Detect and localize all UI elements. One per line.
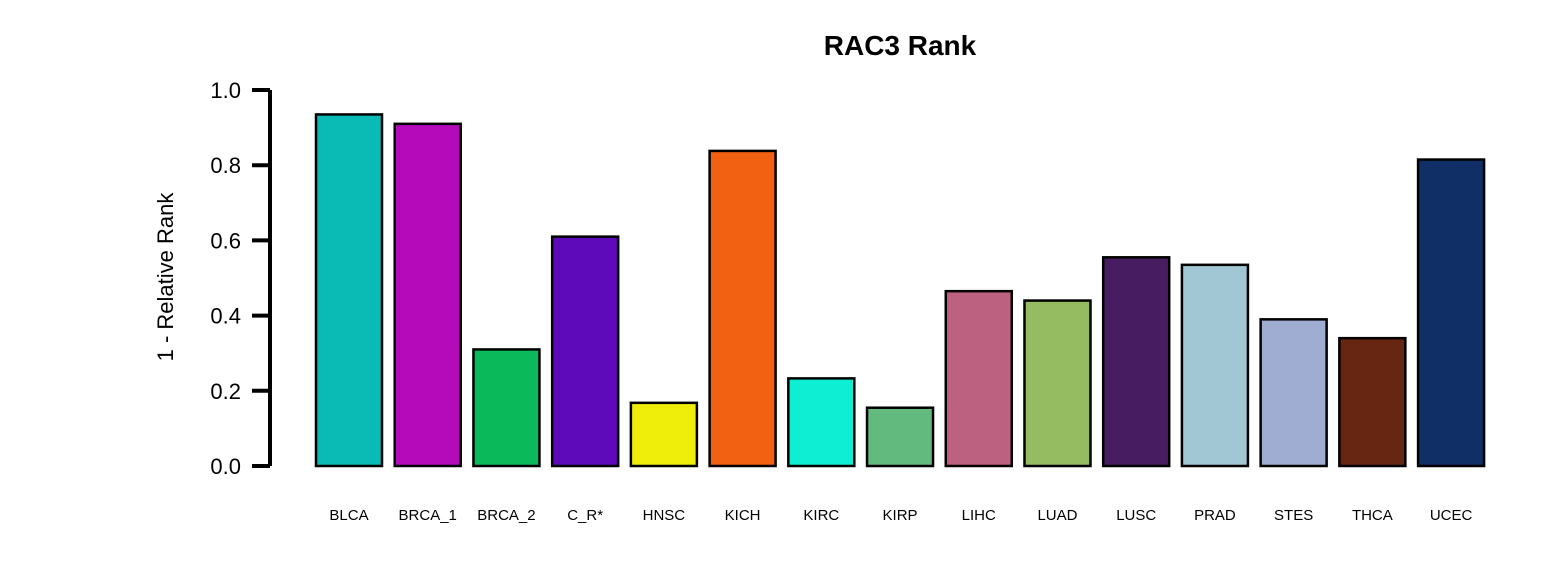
x-tick-label: STES [1274,507,1313,524]
y-tick-label: 1.0 [210,78,241,103]
y-tick-label: 0.0 [210,454,241,479]
bar-kirp [865,406,935,468]
x-tick-label: KICH [725,507,761,524]
chart-title: RAC3 Rank [824,30,977,61]
bar-kich [708,149,777,468]
y-tick-label: 0.6 [210,228,241,253]
x-tick-label: THCA [1352,507,1393,524]
x-tick-label: KIRP [883,507,918,524]
x-tick-label: HNSC [643,507,686,524]
x-tick-label: UCEC [1430,507,1473,524]
bar-brca-2 [472,348,541,468]
x-tick-label: BRCA_2 [477,507,535,524]
y-axis: 0.0 0.2 0.4 0.6 0.8 1.0 [210,78,272,479]
bar-c-r [550,235,620,468]
bar-brca-1 [393,122,462,468]
bar-ucec [1416,158,1486,468]
x-tick-label: PRAD [1194,507,1236,524]
bar-lihc [944,289,1014,468]
bar-prad [1180,263,1250,468]
x-tick-label: BLCA [329,507,368,524]
x-tick-labels: BLCA BRCA_1 BRCA_2 C_R* HNSC KICH KIRC KIRP LIHC… [329,507,1472,524]
x-tick-label: BRCA_1 [399,507,457,524]
bar-blca [314,113,384,468]
x-tick-label: LIHC [962,507,996,524]
x-tick-label: KIRC [803,507,839,524]
bar-hnsc [629,401,699,468]
x-tick-label: LUAD [1037,507,1077,524]
bar-thca [1338,336,1407,468]
bar-lusc [1101,256,1171,468]
bar-kirc [787,377,856,468]
y-tick-label: 0.8 [210,153,241,178]
y-axis-label: 1 - Relative Rank [153,192,178,362]
y-tick-label: 0.2 [210,379,241,404]
bar-luad [1023,299,1092,468]
bar-stes [1259,318,1328,468]
x-tick-label: LUSC [1116,507,1156,524]
x-tick-label: C_R* [567,507,603,524]
bars-group [314,113,1486,468]
y-tick-label: 0.4 [210,304,241,329]
